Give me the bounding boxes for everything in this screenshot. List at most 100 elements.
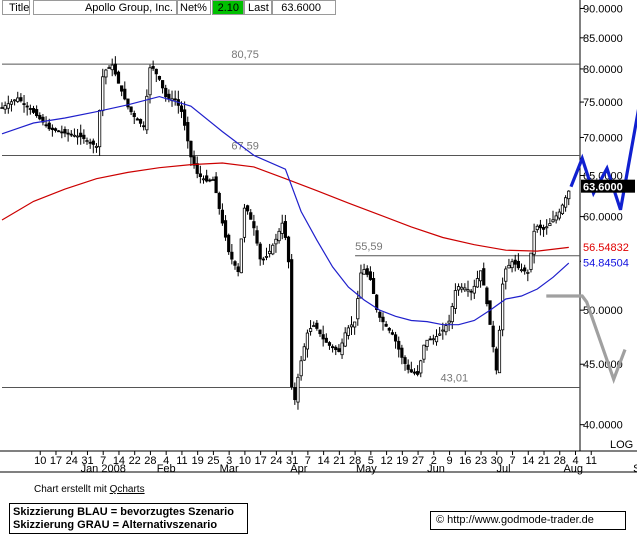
candle-body bbox=[82, 134, 86, 140]
candle-body bbox=[132, 112, 136, 118]
candle-body bbox=[434, 336, 439, 343]
x-month-label: Feb bbox=[157, 463, 176, 475]
candle-body bbox=[145, 95, 149, 131]
candle-body bbox=[110, 64, 114, 71]
candle-body bbox=[252, 221, 256, 229]
candle-body bbox=[116, 71, 121, 84]
y-tick-label: 40.0000 bbox=[583, 420, 623, 432]
candle-body bbox=[41, 116, 45, 123]
x-tick-label: 4 bbox=[163, 455, 169, 467]
candle-body bbox=[201, 178, 206, 181]
candle-body bbox=[362, 269, 366, 275]
candle-body bbox=[98, 109, 102, 148]
candle-body bbox=[406, 364, 410, 370]
candle-body bbox=[400, 347, 404, 358]
candle-body bbox=[183, 109, 187, 126]
candle-body bbox=[541, 227, 546, 230]
candle-body bbox=[60, 131, 64, 134]
candle-body bbox=[85, 140, 89, 142]
candle-body bbox=[233, 261, 237, 266]
x-month-label: Jan 2008 bbox=[81, 463, 126, 475]
candle-body bbox=[75, 135, 80, 138]
candle-body bbox=[431, 338, 435, 341]
x-tick-label: 30 bbox=[491, 455, 503, 467]
candle-body bbox=[532, 230, 536, 255]
candle-body bbox=[104, 69, 108, 78]
candle-body bbox=[478, 270, 483, 282]
candle-body bbox=[359, 272, 363, 299]
x-tick-label: 11 bbox=[586, 455, 597, 467]
candle-body bbox=[157, 75, 162, 80]
x-month-label: Aug bbox=[563, 463, 583, 475]
x-tick-label: 19 bbox=[192, 455, 204, 467]
x-tick-label: 21 bbox=[333, 455, 345, 467]
x-tick-label: 28 bbox=[554, 455, 566, 467]
candle-body bbox=[416, 371, 420, 375]
candle-body bbox=[551, 219, 555, 223]
candle-body bbox=[523, 267, 527, 272]
header-last-value: 63.6000 bbox=[272, 0, 336, 15]
candle-body bbox=[173, 98, 177, 101]
legend-blue-scenario: Skizzierung BLAU = bevorzugtes Szenario bbox=[13, 506, 234, 518]
candle-body bbox=[356, 298, 360, 320]
candle-body bbox=[472, 285, 476, 294]
candle-body bbox=[186, 122, 190, 142]
candle-body bbox=[516, 260, 520, 269]
candles-group bbox=[0, 56, 571, 410]
website-box[interactable]: © http://www.godmode-trader.de bbox=[430, 511, 626, 530]
candle-body bbox=[63, 129, 67, 134]
candle-body bbox=[214, 176, 218, 194]
candle-body bbox=[384, 323, 388, 327]
candle-body bbox=[126, 98, 130, 108]
candle-body bbox=[192, 156, 196, 166]
x-tick-label: 10 bbox=[34, 455, 46, 467]
candle-body bbox=[57, 130, 61, 133]
candle-body bbox=[271, 244, 275, 255]
candle-body bbox=[343, 332, 347, 347]
candle-body bbox=[387, 327, 391, 331]
y-tick-label: 50.0000 bbox=[583, 305, 623, 317]
candle-body bbox=[167, 93, 171, 99]
candle-body bbox=[0, 107, 4, 109]
candle-body bbox=[12, 99, 17, 102]
candle-body bbox=[482, 268, 486, 286]
candle-body bbox=[447, 320, 451, 324]
candle-body bbox=[290, 259, 294, 388]
candle-body bbox=[135, 118, 139, 121]
candle-body bbox=[16, 97, 20, 102]
log-scale-label: LOG bbox=[610, 439, 633, 451]
candle-body bbox=[230, 251, 234, 260]
candle-body bbox=[205, 175, 209, 182]
x-tick-label: 9 bbox=[446, 455, 452, 467]
price-badge-label-blue: 54.84504 bbox=[583, 258, 629, 270]
candle-body bbox=[491, 325, 495, 348]
candle-body bbox=[412, 371, 417, 374]
candle-body bbox=[258, 243, 262, 260]
x-tick-label: 5 bbox=[368, 455, 374, 467]
candle-body bbox=[25, 105, 29, 108]
candle-body bbox=[123, 88, 127, 100]
candle-body bbox=[513, 259, 517, 265]
candle-body bbox=[53, 128, 58, 131]
candle-body bbox=[198, 173, 202, 178]
candle-body bbox=[419, 360, 423, 374]
price-badge-last bbox=[581, 179, 635, 193]
candle-body bbox=[113, 63, 117, 75]
header-company: Apollo Group, Inc. bbox=[33, 0, 177, 15]
x-tick-label: 2 bbox=[431, 455, 437, 467]
candle-body bbox=[438, 333, 442, 336]
candle-body bbox=[138, 118, 143, 124]
y-tick-label: 45.0000 bbox=[583, 359, 623, 371]
candle-body bbox=[227, 234, 231, 253]
candle-body bbox=[557, 211, 561, 219]
x-tick-label: 31 bbox=[286, 455, 298, 467]
level-label: 55,59 bbox=[355, 241, 383, 253]
candle-body bbox=[560, 204, 565, 215]
candle-body bbox=[189, 140, 193, 158]
qcharts-link[interactable]: Qcharts bbox=[109, 484, 145, 495]
candle-body bbox=[519, 269, 524, 272]
x-tick-label: 16 bbox=[459, 455, 471, 467]
candle-body bbox=[31, 108, 36, 113]
candle-body bbox=[9, 101, 14, 105]
